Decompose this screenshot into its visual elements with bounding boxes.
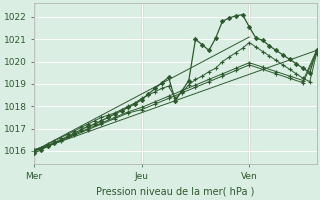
- X-axis label: Pression niveau de la mer( hPa ): Pression niveau de la mer( hPa ): [96, 187, 254, 197]
